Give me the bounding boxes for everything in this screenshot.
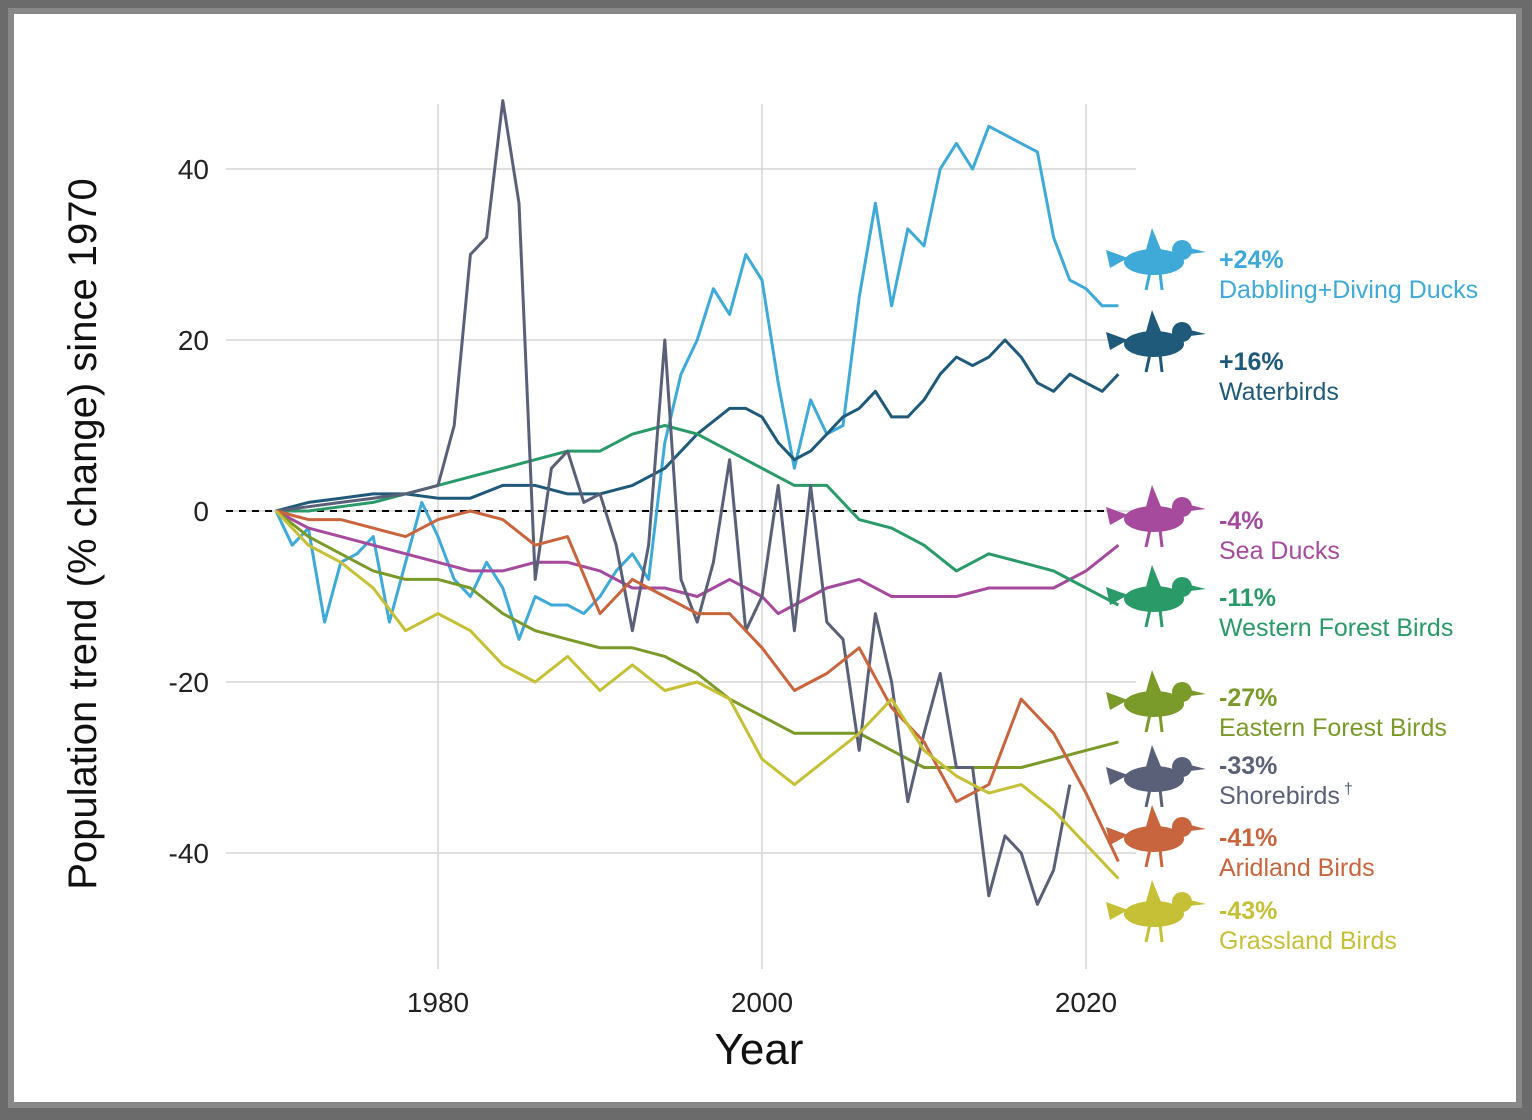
x-axis-title: Year [715,1025,804,1074]
x-tick-labels: 1980 2000 2020 [407,987,1117,1018]
aridland-bird-silhouette-icon [1106,805,1206,868]
series-label-group: -11%Western Forest Birds [1106,565,1453,642]
series-change-label: -4% [1219,507,1263,535]
x-tick-label: 2020 [1055,987,1117,1018]
series-line-shorebirds [275,99,1072,906]
series-name-label: Shorebirds † [1219,781,1353,810]
y-tick-label: -40 [169,838,209,869]
series-name-label: Dabbling+Diving Ducks [1219,276,1478,304]
series-name-label: Grassland Birds [1219,927,1397,955]
series-change-label: +24% [1219,246,1284,274]
series-line-sea-ducks [275,509,1120,616]
series-name-label: Waterbirds [1219,378,1339,406]
series-change-label: -11% [1219,584,1276,612]
series-line-eastern-forest-birds [275,509,1119,769]
series-change-label: -43% [1219,897,1277,925]
series-name-label: Aridland Birds [1219,854,1375,882]
series-change-label: -33% [1219,752,1277,780]
y-tick-labels: 40 20 0 -20 -40 [169,154,209,869]
chart-frame: 40 20 0 -20 -40 1980 2000 2020 +24% Dabbling+Di… [8,8,1522,1108]
series-line-waterbirds [275,338,1120,513]
series-name-label: Western Forest Birds [1219,614,1453,642]
series-line-grassland-birds [274,509,1120,880]
series-name-label: Eastern Forest Birds [1219,714,1447,742]
series-change-label: -27% [1219,684,1277,712]
series-label-group: -43%Grassland Birds [1106,880,1397,955]
y-axis-title: Population trend (% change) since 1970 [61,178,105,890]
series-label-group: +16%Waterbirds [1106,310,1339,406]
duck-silhouette-icon [1106,228,1206,291]
grassland-bird-silhouette-icon [1106,880,1206,943]
y-tick-label: 40 [178,154,209,185]
y-tick-label: 20 [178,325,209,356]
y-tick-label: -20 [169,667,209,698]
series-label-group: -4%Sea Ducks [1106,485,1340,565]
series-labels: +24%Dabbling+Diving Ducks+16%Waterbirds-… [1106,228,1478,955]
series-name-label: Sea Ducks [1219,537,1340,565]
series-line-aridland-birds [275,509,1120,863]
x-tick-label: 1980 [407,987,469,1018]
line-chart: 40 20 0 -20 -40 1980 2000 2020 +24%Dabbling+Di… [61,99,1478,1074]
series-label-group: +24%Dabbling+Diving Ducks [1106,228,1478,304]
hummingbird-silhouette-icon [1106,565,1206,628]
series-change-label: +16% [1219,348,1284,376]
songbird-silhouette-icon [1106,670,1206,733]
y-tick-label: 0 [193,496,209,527]
waterbird-silhouette-icon [1106,310,1206,373]
series-label-group: -41%Aridland Birds [1106,805,1375,882]
shorebird-silhouette-icon [1106,745,1206,808]
series-label-group: -33%Shorebirds † [1106,745,1353,810]
sea-duck-silhouette-icon [1106,485,1206,548]
series-lines [274,99,1120,906]
x-tick-label: 2000 [731,987,793,1018]
series-change-label: -41% [1219,824,1277,852]
series-line-dabbling-diving-ducks [274,124,1119,641]
grid-lines [226,104,1136,969]
series-label-group: -27%Eastern Forest Birds [1106,670,1447,742]
